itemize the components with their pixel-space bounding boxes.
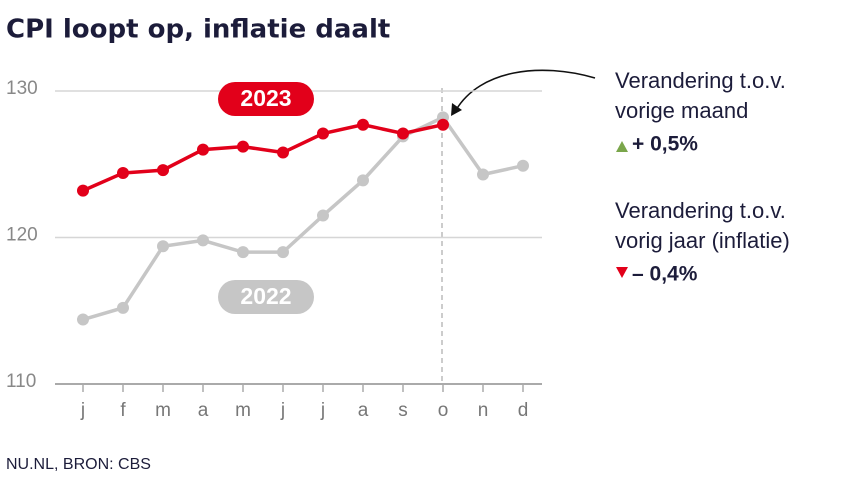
y-tick-label: 130 — [6, 78, 38, 99]
data-point — [357, 118, 369, 131]
change-indicator — [616, 267, 628, 278]
data-point — [77, 184, 89, 197]
data-point — [237, 140, 249, 153]
x-tick-label: j — [320, 400, 325, 421]
legend-pill — [218, 280, 314, 314]
x-tick-label: d — [518, 400, 529, 421]
data-point — [277, 246, 289, 259]
data-point — [357, 174, 369, 187]
x-tick-label: a — [198, 400, 209, 421]
x-tick-label: m — [235, 400, 251, 421]
data-point — [197, 143, 209, 156]
annotation-text: vorig jaar (inflatie) — [615, 228, 790, 253]
annotation-text: Verandering t.o.v. — [615, 68, 786, 93]
data-point — [117, 301, 129, 314]
data-point — [397, 127, 409, 140]
data-point — [117, 167, 129, 180]
x-tick-label: j — [280, 400, 285, 421]
data-point — [157, 164, 169, 177]
annotation-arrow — [455, 69, 596, 111]
chart-title: CPI loopt op, inflatie daalt — [6, 15, 390, 45]
legend-pill — [218, 82, 314, 116]
annotation-value: + 0,5% — [632, 133, 698, 156]
annotation-value: – 0,4% — [632, 263, 698, 286]
x-tick-label: j — [80, 400, 85, 421]
data-point — [197, 234, 209, 247]
annotation-panel: Verandering t.o.v. vorige maand + 0,5% Vera… — [615, 68, 790, 286]
x-tick-label: o — [438, 400, 449, 421]
x-tick-label: a — [358, 400, 369, 421]
data-point — [77, 313, 89, 326]
y-tick-label: 110 — [6, 371, 36, 392]
source: NU.NL, BRON: CBS — [6, 456, 151, 473]
data-point — [477, 168, 489, 181]
annotation-text: Verandering t.o.v. — [615, 198, 786, 223]
arrow-head — [451, 103, 462, 116]
series-line — [82, 122, 444, 193]
data-point — [237, 246, 249, 259]
change-indicator — [616, 141, 628, 152]
data-point — [517, 159, 529, 172]
legend-label: 2023 — [240, 85, 291, 111]
data-point — [437, 118, 449, 131]
series-line — [82, 115, 524, 322]
data-point — [157, 240, 169, 253]
x-tick-label: m — [155, 400, 171, 421]
annotation-text: vorige maand — [615, 98, 748, 123]
data-point — [317, 127, 329, 140]
x-tick-label: n — [478, 400, 489, 421]
x-tick-label: s — [398, 400, 408, 421]
x-tick-label: f — [120, 400, 126, 421]
legend-label: 2022 — [240, 283, 291, 309]
y-tick-label: 120 — [6, 225, 38, 246]
data-point — [277, 146, 289, 159]
data-point — [317, 209, 329, 222]
